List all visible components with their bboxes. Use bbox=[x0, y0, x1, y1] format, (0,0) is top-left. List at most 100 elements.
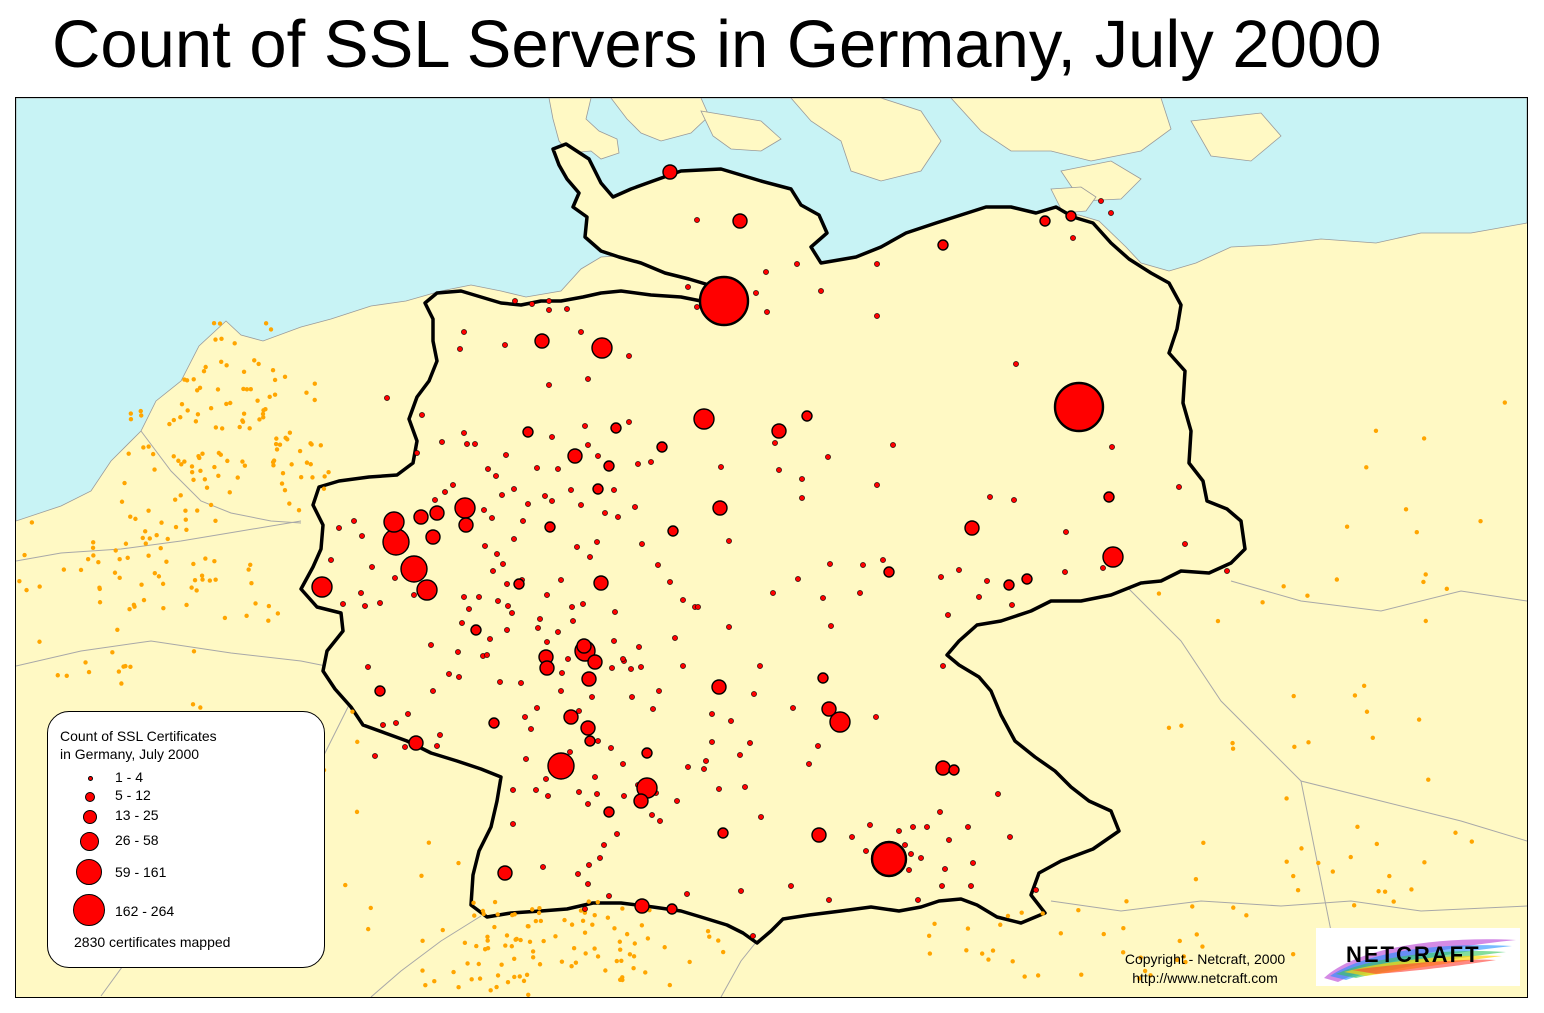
foreign-location-dot bbox=[128, 411, 134, 416]
foreign-location-dot bbox=[274, 447, 280, 452]
ssl-marker bbox=[454, 497, 476, 519]
foreign-location-dot bbox=[192, 577, 198, 583]
foreign-location-dot bbox=[1370, 735, 1375, 740]
ssl-marker-small bbox=[487, 636, 493, 642]
foreign-location-dot bbox=[1391, 899, 1396, 904]
ssl-marker-small bbox=[1182, 541, 1188, 547]
foreign-location-dot bbox=[492, 899, 498, 905]
ssl-marker-small bbox=[795, 576, 801, 582]
website-url: http://www.netcraft.com bbox=[1132, 970, 1278, 986]
ssl-marker bbox=[584, 735, 596, 747]
foreign-location-dot bbox=[1137, 976, 1142, 981]
ssl-marker-small bbox=[485, 466, 491, 472]
foreign-location-dot bbox=[1190, 904, 1195, 909]
foreign-location-dot bbox=[304, 460, 310, 465]
foreign-location-dot bbox=[198, 468, 203, 474]
ssl-marker-small bbox=[620, 761, 626, 767]
foreign-location-dot bbox=[283, 435, 288, 441]
ssl-marker bbox=[870, 840, 908, 878]
foreign-location-dot bbox=[1330, 869, 1336, 874]
foreign-location-dot bbox=[121, 664, 126, 669]
foreign-location-dot bbox=[146, 444, 151, 449]
ssl-marker-small bbox=[826, 897, 832, 903]
ssl-marker-small bbox=[351, 518, 357, 524]
ssl-marker-small bbox=[505, 603, 511, 609]
ssl-marker bbox=[413, 509, 429, 525]
foreign-location-dot bbox=[365, 926, 371, 932]
foreign-location-dot bbox=[476, 961, 481, 967]
foreign-location-dot bbox=[1035, 973, 1041, 978]
ssl-marker-small bbox=[594, 539, 600, 545]
foreign-location-dot bbox=[193, 419, 199, 424]
ssl-marker-small bbox=[369, 564, 375, 570]
ssl-marker-small bbox=[500, 561, 506, 567]
foreign-location-dot bbox=[260, 411, 266, 417]
foreign-location-dot bbox=[504, 933, 510, 938]
foreign-location-dot bbox=[255, 398, 260, 403]
ssl-marker-small bbox=[608, 745, 614, 751]
ssl-marker-small bbox=[915, 897, 921, 903]
foreign-location-dot bbox=[1079, 972, 1084, 977]
ssl-marker-small bbox=[540, 864, 546, 870]
foreign-location-dot bbox=[37, 639, 42, 644]
ssl-marker-small bbox=[575, 871, 581, 877]
foreign-location-dot bbox=[495, 912, 500, 917]
netcraft-logo-text: NETCRAFT bbox=[1346, 942, 1481, 967]
foreign-location-dot bbox=[138, 408, 143, 414]
ssl-marker bbox=[563, 709, 579, 725]
foreign-location-dot bbox=[29, 520, 35, 525]
foreign-location-dot bbox=[456, 985, 461, 990]
foreign-location-dot bbox=[526, 924, 531, 929]
foreign-location-dot bbox=[526, 992, 531, 997]
ssl-marker-small bbox=[880, 557, 886, 563]
ssl-marker bbox=[1102, 546, 1124, 568]
foreign-location-dot bbox=[287, 430, 293, 435]
ssl-marker-small bbox=[621, 793, 627, 799]
ssl-marker-small bbox=[570, 618, 576, 624]
ssl-marker bbox=[771, 423, 787, 439]
ssl-marker-small bbox=[611, 487, 617, 493]
ssl-marker-small bbox=[544, 592, 550, 598]
ssl-marker-small bbox=[558, 577, 564, 583]
foreign-location-dot bbox=[164, 559, 169, 564]
legend-label: 59 - 161 bbox=[115, 864, 167, 880]
foreign-location-dot bbox=[312, 397, 317, 403]
foreign-location-dot bbox=[474, 943, 479, 949]
foreign-location-dot bbox=[1422, 860, 1427, 865]
foreign-location-dot bbox=[110, 650, 115, 655]
ssl-marker-small bbox=[614, 831, 620, 837]
foreign-location-dot bbox=[553, 934, 558, 939]
foreign-location-dot bbox=[184, 527, 189, 532]
ssl-marker-small bbox=[419, 412, 425, 418]
foreign-location-dot bbox=[1166, 725, 1172, 730]
foreign-location-dot bbox=[667, 982, 673, 988]
ssl-marker-small bbox=[511, 486, 517, 492]
ssl-marker bbox=[488, 717, 500, 729]
ssl-marker-small bbox=[411, 592, 417, 598]
ssl-marker-small bbox=[1062, 569, 1068, 575]
ssl-marker-small bbox=[694, 217, 700, 223]
legend-row: 1 - 4 bbox=[68, 766, 308, 796]
foreign-location-dot bbox=[580, 918, 586, 924]
foreign-location-dot bbox=[216, 450, 222, 456]
ssl-marker-small bbox=[615, 514, 621, 520]
foreign-location-dot bbox=[247, 426, 252, 431]
ssl-marker-small bbox=[790, 705, 796, 711]
foreign-location-dot bbox=[275, 611, 281, 616]
foreign-location-dot bbox=[595, 899, 601, 905]
foreign-location-dot bbox=[184, 378, 190, 383]
ssl-marker-small bbox=[595, 453, 601, 459]
foreign-location-dot bbox=[1361, 683, 1367, 688]
foreign-location-dot bbox=[1352, 693, 1358, 698]
ssl-marker bbox=[1021, 573, 1033, 585]
ssl-marker-small bbox=[434, 743, 440, 749]
foreign-location-dot bbox=[240, 418, 245, 423]
foreign-location-dot bbox=[197, 455, 202, 461]
foreign-location-dot bbox=[979, 951, 985, 956]
foreign-location-dot bbox=[212, 464, 217, 470]
ssl-marker-small bbox=[546, 382, 552, 388]
ssl-marker-small bbox=[446, 671, 452, 677]
foreign-location-dot bbox=[272, 377, 278, 383]
foreign-location-dot bbox=[541, 938, 546, 944]
ssl-marker-small bbox=[758, 814, 764, 820]
